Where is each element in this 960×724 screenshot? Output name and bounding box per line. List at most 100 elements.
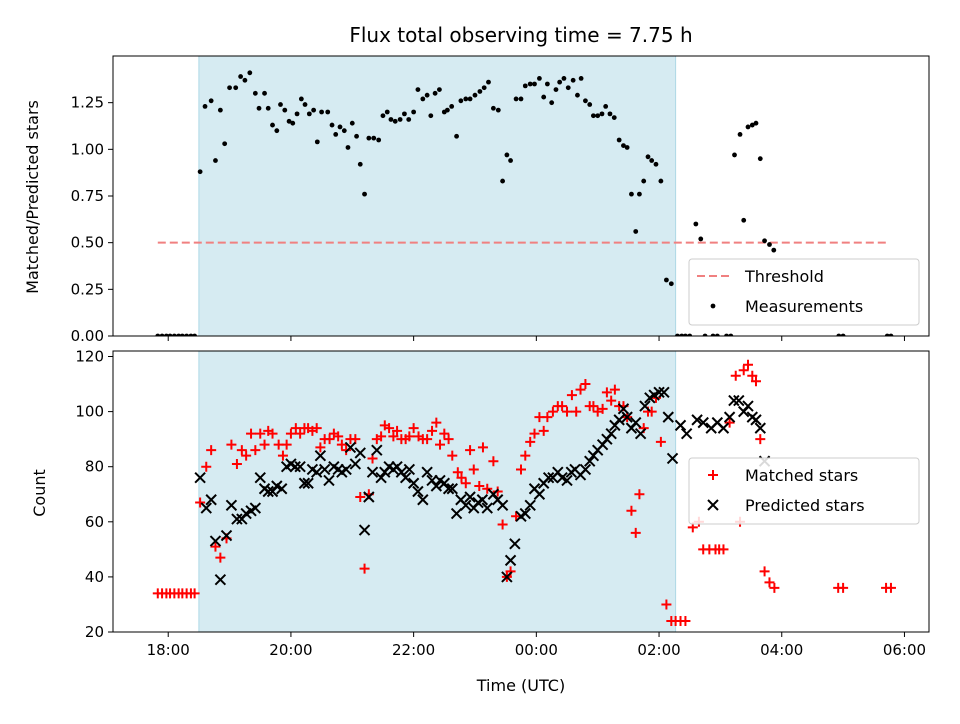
matched-stars-point xyxy=(408,423,419,434)
matched-stars-point xyxy=(655,436,666,447)
matched-stars-point xyxy=(511,511,522,522)
predicted-stars-point xyxy=(674,419,687,432)
matched-stars-point xyxy=(336,439,347,450)
predicted-stars-point xyxy=(584,455,596,467)
measurements-point xyxy=(668,281,674,287)
measurements-point xyxy=(565,85,571,91)
measurements-point xyxy=(402,111,407,117)
y-tick-label: 0.00 xyxy=(71,327,104,345)
predicted-stars-point xyxy=(442,483,455,495)
predicted-stars-point xyxy=(450,507,463,520)
y-tick-label: 120 xyxy=(75,348,104,366)
matched-stars-point xyxy=(241,450,252,461)
measurements-point xyxy=(724,333,729,336)
measurements-point xyxy=(500,178,505,184)
matched-stars-point xyxy=(359,563,370,574)
chart-title: Flux total observing time = 7.75 h xyxy=(349,23,692,47)
legend-matched-stars-label: Matched stars xyxy=(745,466,858,485)
measurements-point xyxy=(202,104,208,109)
legend-measurements-label: Measurements xyxy=(745,297,863,316)
matched-stars-point xyxy=(231,458,242,469)
predicted-stars-point xyxy=(340,463,352,476)
predicted-stars-point xyxy=(733,394,745,407)
matched-stars-point xyxy=(311,423,322,434)
predicted-stars-point xyxy=(294,460,306,473)
legend: Matched stars Predicted stars xyxy=(688,457,920,525)
x-tick-label: 00:00 xyxy=(515,641,558,659)
matched-stars-point xyxy=(447,450,458,461)
measurements-point xyxy=(366,135,372,141)
predicted-stars-point xyxy=(524,499,536,511)
measurements-point xyxy=(213,158,218,163)
y-tick-label: 80 xyxy=(85,458,104,476)
measurements-point xyxy=(155,333,161,336)
predicted-stars-point xyxy=(262,485,274,498)
measurements-point xyxy=(274,128,280,134)
measurements-point xyxy=(252,90,258,96)
matched-stars-point xyxy=(680,615,691,626)
predicted-stars-point xyxy=(231,513,243,525)
measurements-point xyxy=(179,333,185,336)
x-tick-label: 20:00 xyxy=(269,641,312,659)
measurements-point xyxy=(167,333,173,336)
measurements-point xyxy=(247,70,253,76)
measurements-point xyxy=(544,81,550,87)
measurements-point xyxy=(771,247,777,253)
matched-stars-point xyxy=(482,483,493,494)
measurements-point xyxy=(537,76,542,81)
measurements-point xyxy=(570,77,576,83)
data-layer xyxy=(155,70,894,336)
x-tick-label: 22:00 xyxy=(392,641,435,659)
predicted-stars-point xyxy=(318,463,331,476)
measurements-point xyxy=(357,161,363,167)
matched-stars-point xyxy=(718,544,729,555)
measurements-point xyxy=(653,161,659,167)
measurements-point xyxy=(397,117,403,122)
predicted-stars-point xyxy=(639,400,651,412)
predicted-stars-point xyxy=(658,386,670,399)
measurements-point xyxy=(607,111,613,117)
measurements-point xyxy=(599,111,605,117)
measurements-point xyxy=(757,156,763,162)
matched-stars-point xyxy=(255,428,266,439)
predicted-stars-point xyxy=(399,472,412,484)
measurements-point xyxy=(362,191,367,197)
measurements-point xyxy=(658,178,664,184)
predicted-stars-point xyxy=(501,571,513,583)
measurements-point xyxy=(384,109,390,115)
measurements-point xyxy=(420,96,426,102)
top-panel: 0.00 0.25 0.50 0.75 1.00 1.25 Threshold Measure… xyxy=(71,55,930,345)
predicted-stars-point xyxy=(542,472,555,484)
measurements-point xyxy=(171,333,177,336)
measurements-point xyxy=(645,154,651,160)
measurements-point xyxy=(242,77,248,83)
legend: Threshold Measurements xyxy=(688,258,920,326)
predicted-stars-point xyxy=(366,466,379,478)
measurements-point xyxy=(238,74,244,79)
matched-stars-point xyxy=(580,379,591,390)
matched-stars-point xyxy=(755,434,766,445)
predicted-stars-point xyxy=(407,477,420,489)
predicted-stars-point xyxy=(446,483,458,495)
measurements-point xyxy=(341,128,347,134)
predicted-stars-point xyxy=(220,529,233,542)
measurements-point xyxy=(508,158,513,163)
x-tick-label: 18:00 xyxy=(147,641,190,659)
matched-stars-point xyxy=(505,566,516,577)
predicted-stars-point xyxy=(460,499,472,511)
predicted-stars-point xyxy=(519,507,532,520)
matched-stars-point xyxy=(477,442,488,453)
measurements-point xyxy=(675,333,680,336)
matched-stars-point xyxy=(435,439,446,450)
y-tick-label: 40 xyxy=(85,568,104,586)
measurements-point xyxy=(449,104,455,109)
matched-stars-point xyxy=(206,445,217,456)
legend-threshold-label: Threshold xyxy=(744,267,824,286)
measurements-point xyxy=(749,122,755,128)
measurements-point xyxy=(522,83,528,89)
predicted-stars-point xyxy=(205,494,217,506)
measurements-point xyxy=(197,169,203,175)
matched-stars-point xyxy=(226,439,237,450)
legend-predicted-stars-swatch xyxy=(707,499,719,511)
predicted-stars-point xyxy=(754,422,766,434)
